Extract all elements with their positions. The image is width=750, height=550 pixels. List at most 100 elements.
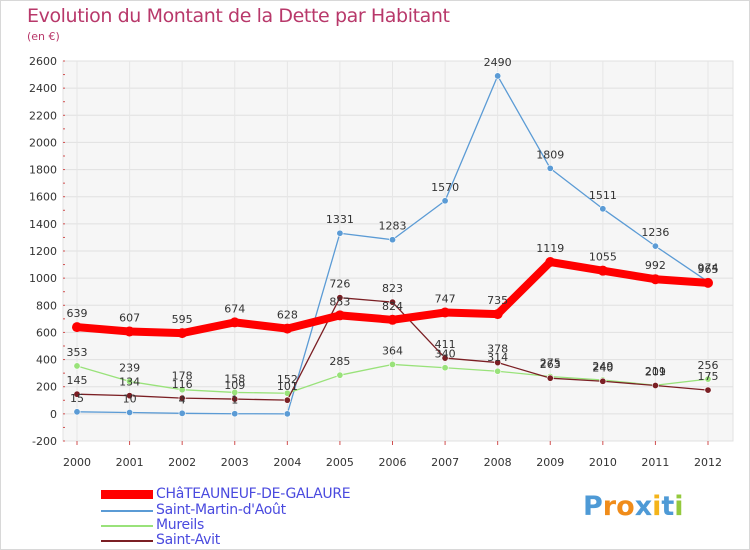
y-tick-label: 2200	[29, 109, 57, 122]
proxiti-logo: Proxiti	[583, 491, 684, 522]
y-tick-label: 2400	[29, 82, 57, 95]
series-1-point	[388, 360, 396, 368]
series-2-point	[283, 396, 291, 404]
series-2-point	[599, 377, 607, 385]
logo-letter: t	[661, 491, 675, 522]
series-3-point	[282, 323, 293, 334]
series-2-data-label: 116	[172, 378, 193, 391]
series-1-data-label: 239	[119, 361, 140, 374]
x-tick-label: 2006	[379, 456, 407, 469]
legend-swatch-chateauneuf	[101, 490, 153, 499]
x-tick-label: 2000	[63, 456, 91, 469]
series-2-data-label: 411	[435, 338, 456, 351]
series-2-data-label: 378	[487, 343, 508, 356]
legend-label-saint-martin: Saint-Martin-d'Août	[156, 502, 286, 518]
series-2-point	[231, 395, 239, 403]
legend-label-saint-avit: Saint-Avit	[156, 532, 220, 548]
logo-letter: i	[674, 491, 684, 522]
logo-letter: r	[602, 491, 617, 522]
logo-letter: i	[652, 491, 662, 522]
series-3-point	[124, 326, 135, 337]
series-1-data-label: 158	[224, 372, 245, 385]
series-0-point	[336, 229, 344, 237]
legend-swatch-mureils	[101, 525, 153, 527]
x-tick-label: 2005	[326, 456, 354, 469]
legend-swatch-saint-martin	[101, 510, 153, 512]
series-2-data-label: 209	[645, 365, 666, 378]
series-3-data-label: 607	[119, 311, 140, 324]
y-tick-label: 200	[36, 381, 57, 394]
series-2-data-label: 145	[67, 374, 88, 387]
series-1-point	[178, 386, 186, 394]
series-0-data-label: 1331	[326, 213, 354, 226]
series-2-point	[546, 374, 554, 382]
series-0-point	[651, 242, 659, 250]
series-0-point	[546, 164, 554, 172]
series-0-point	[231, 410, 239, 418]
y-tick-label: 400	[36, 354, 57, 367]
series-3-point	[387, 314, 398, 325]
series-0-data-label: 1511	[589, 189, 617, 202]
series-1-point	[494, 367, 502, 375]
x-tick-label: 2003	[221, 456, 249, 469]
series-0-point	[388, 236, 396, 244]
series-2-data-label: 240	[592, 361, 613, 374]
series-0-point	[126, 408, 134, 416]
y-tick-label: -200	[32, 435, 57, 448]
series-3-point	[72, 322, 82, 333]
series-0-point	[599, 205, 607, 213]
series-3-point	[229, 317, 240, 328]
series-2-point	[126, 392, 134, 400]
y-tick-label: 800	[36, 299, 57, 312]
x-tick-label: 2008	[484, 456, 512, 469]
series-3-data-label: 824	[382, 300, 403, 313]
series-3-point	[597, 265, 608, 276]
x-tick-label: 2009	[536, 456, 564, 469]
series-1-data-label: 256	[698, 359, 719, 372]
y-tick-label: 600	[36, 326, 57, 339]
series-2-point	[651, 381, 659, 389]
series-3-point	[703, 277, 713, 288]
y-tick-label: 2600	[29, 55, 57, 68]
series-1-data-label: 340	[435, 348, 456, 361]
series-0-data-label: 1809	[536, 148, 564, 161]
series-2-point	[336, 294, 344, 302]
series-2-data-label: 134	[119, 376, 140, 389]
series-0-point	[283, 410, 291, 418]
series-3-data-label: 853	[329, 295, 350, 308]
series-0-data-label: 15	[70, 392, 84, 405]
logo-letter: P	[583, 491, 603, 522]
series-2-point	[178, 394, 186, 402]
series-3-data-label: 595	[172, 313, 193, 326]
series-0-data-label: 1570	[431, 181, 459, 194]
series-layer	[72, 72, 713, 418]
series-0-point	[441, 197, 449, 205]
series-2-point	[441, 354, 449, 362]
series-3-data-label: 674	[224, 302, 245, 315]
x-axis: 2000 2001 2002 2003 2004 2005 2006 2007 2008 2009…	[63, 441, 722, 469]
series-3-data-label: 992	[645, 259, 666, 272]
x-tick-label: 2002	[168, 456, 196, 469]
legend-label-mureils: Mureils	[156, 517, 204, 533]
series-2-point	[73, 390, 81, 398]
series-3-data-label: 965	[698, 263, 719, 276]
chart-subtitle: (en €)	[27, 30, 60, 43]
series-0-point	[73, 408, 81, 416]
y-axis: -200 0 200 400 600 800 1000 1200 1400 1600 1800 200…	[29, 55, 65, 448]
series-0-data-label: 1236	[641, 226, 669, 239]
series-1-point	[73, 362, 81, 370]
series-3-data-label: 747	[435, 292, 456, 305]
series-2-data-label: 263	[540, 358, 561, 371]
x-tick-label: 2010	[589, 456, 617, 469]
series-2-point	[704, 386, 712, 394]
series-3-data-label: 1119	[536, 242, 564, 255]
y-tick-label: 0	[50, 408, 57, 421]
series-1-data-label: 353	[67, 346, 88, 359]
x-tick-label: 2007	[431, 456, 459, 469]
series-0-point	[178, 409, 186, 417]
x-tick-label: 2011	[641, 456, 669, 469]
grid	[63, 60, 733, 442]
series-1-data-label: 178	[172, 370, 193, 383]
